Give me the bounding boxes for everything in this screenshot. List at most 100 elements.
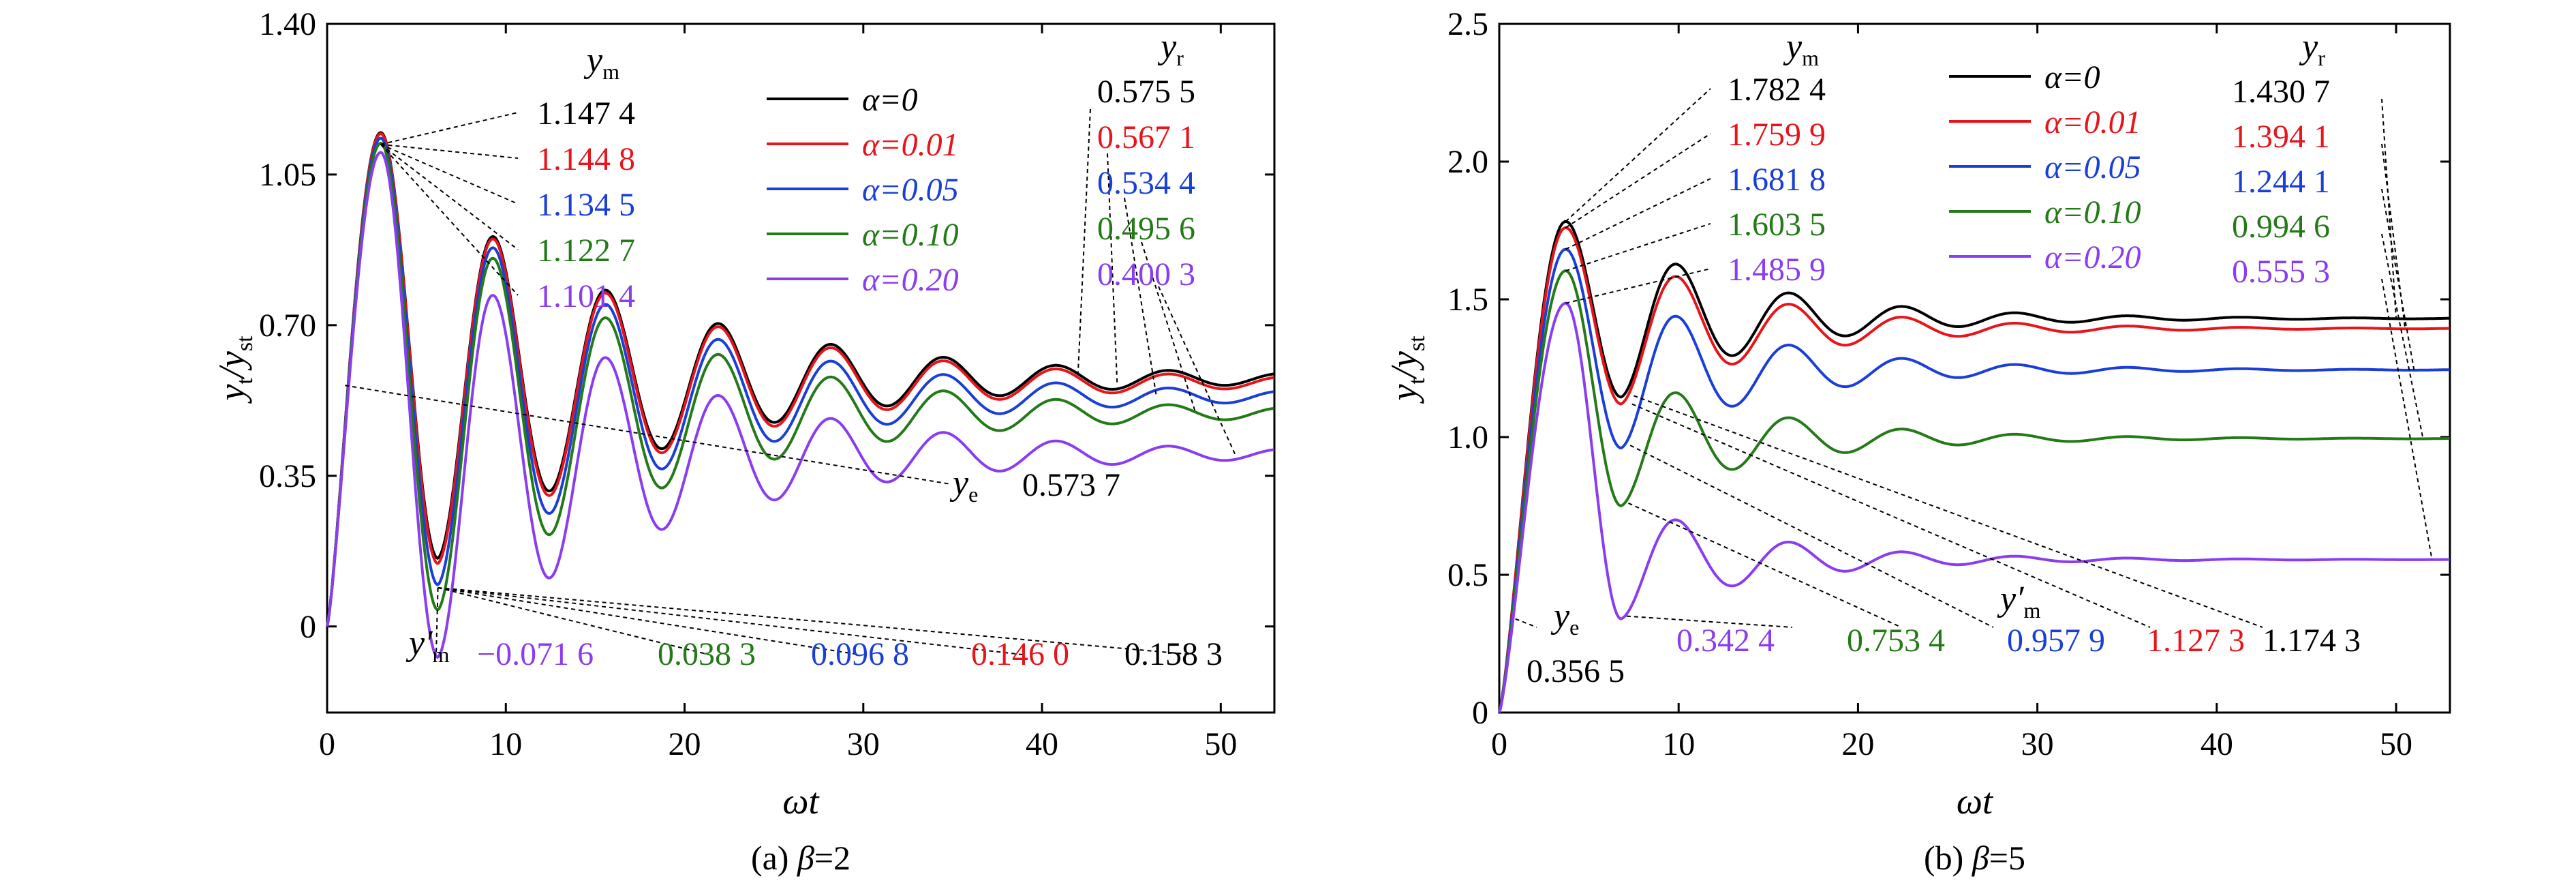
legend-label-4: α=0.20	[2044, 239, 2141, 275]
x-tick-label: 20	[1841, 726, 1874, 762]
yr-leader	[1158, 286, 1236, 455]
y-axis-sub: st	[1405, 335, 1430, 351]
ye-label: ye	[1550, 597, 1579, 640]
series-line-4	[326, 151, 1274, 659]
y-tick-label: 0	[1472, 695, 1488, 731]
ye-label-var: y	[949, 464, 969, 503]
yr-header: yr	[2299, 27, 2325, 70]
ym-value-1: 1.144 8	[537, 141, 635, 177]
legend-label-1: α=0.01	[862, 127, 959, 163]
legend-label-1: α=0.01	[2044, 104, 2141, 140]
x-axis-label: ωt	[782, 781, 820, 822]
panel-caption: (b) β=5	[1924, 839, 2025, 877]
legend-label-0: α=0	[2044, 59, 2100, 95]
x-tick-label: 40	[2201, 726, 2233, 762]
series-line-2	[1498, 248, 2450, 713]
plot-frame	[326, 23, 1276, 714]
ymp-header-var: y′	[1997, 580, 2025, 618]
ym-leader	[380, 143, 519, 205]
series-line-4	[1498, 301, 2450, 713]
caption-prefix: (a)	[751, 839, 797, 877]
ym-leader	[1565, 88, 1711, 222]
ye-leader	[1515, 618, 1537, 628]
ym-value-0: 1.782 4	[1728, 72, 1826, 108]
series-line-3	[1498, 269, 2450, 713]
yr-value-3: 0.994 6	[2232, 209, 2330, 245]
ym-value-0: 1.147 4	[537, 95, 635, 132]
yr-header: yr	[1157, 27, 1184, 70]
caption-value: =2	[814, 839, 850, 877]
yr-leader	[1124, 197, 1157, 397]
y-axis-label: yt/yst	[211, 335, 258, 404]
ymp-leader	[1626, 615, 1793, 628]
ymp-leader	[435, 587, 439, 655]
ymp-header-var: y′	[405, 624, 433, 663]
ymp-header: y′m	[1997, 580, 2040, 623]
ym-header-sub: m	[602, 59, 619, 84]
y-tick-label: 1.5	[1447, 282, 1488, 318]
x-axis-label: ωt	[1957, 781, 1994, 822]
yr-value-0: 0.575 5	[1097, 74, 1195, 110]
y-tick-label: 2.5	[1447, 6, 1488, 42]
x-tick-label: 0	[1491, 726, 1507, 762]
panel-a-beta-2: 0 10 20 30 40 5000.350.701.051.40ωtyt/yst(a) …	[211, 6, 1276, 877]
series-line-1	[1498, 226, 2450, 713]
ymp-header: y′m	[405, 624, 449, 667]
ym-leader	[1565, 268, 1711, 304]
yr-leader	[1077, 108, 1091, 379]
x-tick-label: 0	[319, 726, 335, 762]
yr-value-2: 1.244 1	[2232, 164, 2330, 200]
ymp-value-3: 0.753 4	[1847, 623, 1945, 659]
ym-header-var: y	[583, 41, 603, 80]
yr-value-3: 0.495 6	[1097, 211, 1195, 247]
curve-layer	[326, 131, 1274, 659]
yr-header-var: y	[2299, 27, 2318, 66]
ymp-header-sub: m	[432, 642, 449, 667]
ym-value-4: 1.101 4	[537, 278, 635, 314]
y-axis-label: yt/yst	[1383, 335, 1430, 404]
series-line-0	[1498, 220, 2450, 713]
yr-value-4: 0.555 3	[2232, 254, 2330, 290]
x-tick-label: 40	[1026, 726, 1058, 762]
ym-value-3: 1.603 5	[1728, 207, 1826, 243]
ym-leader	[380, 143, 519, 250]
ymp-header-sub: m	[2023, 598, 2040, 623]
ymp-leader	[438, 586, 1193, 655]
legend-label-3: α=0.10	[2044, 194, 2141, 230]
ymp-value-2: 0.096 8	[811, 636, 909, 672]
x-tick-label: 10	[489, 726, 522, 762]
ymp-leader	[1629, 445, 1994, 628]
ye-leader	[345, 385, 951, 485]
curve-layer	[1498, 220, 2450, 713]
ymp-value-4: 0.342 4	[1676, 623, 1775, 659]
y-axis-sub: t	[1405, 378, 1430, 385]
ye-label-sub: e	[968, 482, 978, 507]
y-axis-var: y	[211, 385, 252, 404]
y-tick-label: 1.0	[1447, 419, 1488, 455]
caption-var: β	[797, 839, 814, 877]
legend-label-0: α=0	[862, 82, 918, 118]
x-tick-label: 30	[2021, 726, 2054, 762]
y-tick-label: 0	[300, 609, 316, 645]
ye-value: 0.356 5	[1527, 653, 1625, 689]
yr-value-2: 0.534 4	[1097, 165, 1195, 201]
y-axis-slash: /y	[211, 351, 252, 380]
legend-label-4: α=0.20	[862, 262, 959, 298]
ym-header: ym	[1783, 27, 1819, 70]
y-tick-label: 1.05	[259, 157, 316, 193]
ym-leader	[380, 144, 519, 296]
ym-header-var: y	[1783, 27, 1803, 66]
yr-header-sub: r	[2318, 46, 2325, 70]
y-axis-sub: t	[232, 378, 258, 385]
ymp-value-2: 0.957 9	[2007, 623, 2105, 659]
series-line-2	[326, 136, 1274, 627]
ym-leader	[1565, 223, 1711, 272]
yr-value-1: 1.394 1	[2232, 119, 2330, 155]
y-tick-label: 2.0	[1447, 144, 1488, 180]
ymp-value-1: 1.127 3	[2147, 623, 2245, 659]
yr-value-1: 0.567 1	[1097, 119, 1195, 155]
y-tick-label: 1.40	[259, 6, 316, 42]
ye-label: ye	[949, 464, 978, 507]
caption-var: β	[1972, 839, 1989, 877]
